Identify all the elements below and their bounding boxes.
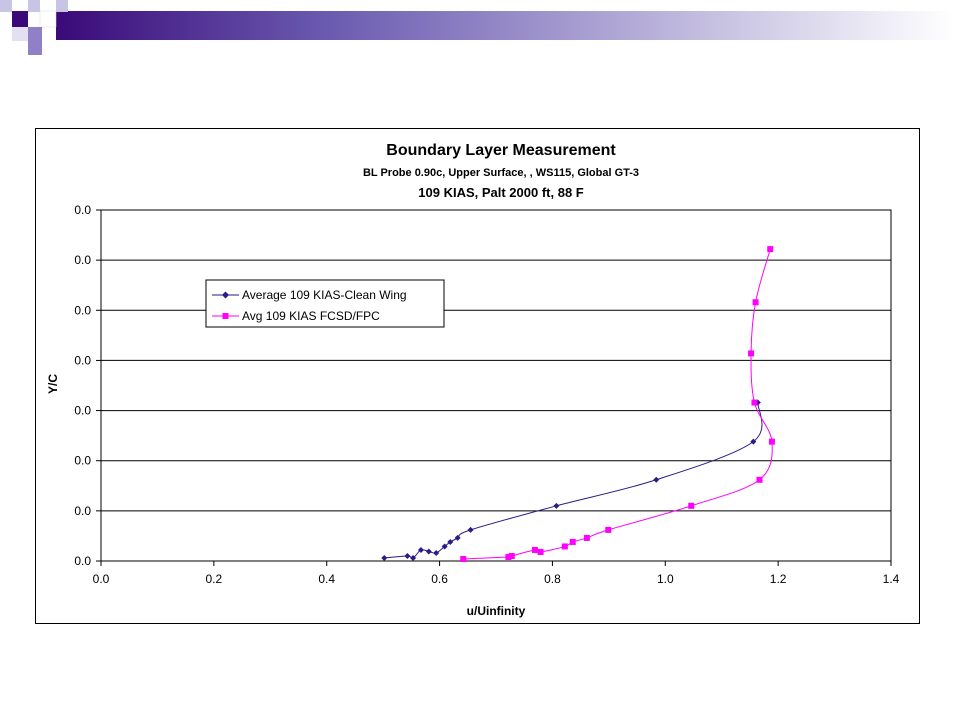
data-point-square [537, 548, 544, 555]
y-tick-label: 0.0 [74, 554, 91, 568]
legend-marker-diamond [222, 291, 229, 299]
plot-area [100, 209, 892, 562]
data-point-square [569, 538, 576, 545]
data-point-square [752, 299, 759, 306]
data-point-diamond [553, 502, 560, 509]
x-tick-label: 0.8 [544, 572, 561, 586]
banner-gradient-bar [56, 11, 954, 40]
data-point-square [583, 534, 590, 541]
data-point-diamond [404, 552, 411, 559]
banner-square [28, 0, 40, 12]
banner-square [39, 10, 57, 28]
banner-square [12, 11, 28, 27]
data-point-diamond [467, 526, 474, 533]
data-point-square [561, 543, 568, 550]
series-line [463, 248, 773, 560]
y-tick-label: 0.0 [74, 303, 91, 317]
slide-header-banner [0, 0, 954, 55]
legend-entry-fcsd-fpc: Avg 109 KIAS FCSD/FPC [212, 309, 380, 323]
y-tick-label: 0.0 [74, 404, 91, 418]
data-point-diamond [441, 543, 448, 550]
data-point-square [531, 546, 538, 553]
legend-label-fcsd-fpc: Avg 109 KIAS FCSD/FPC [242, 309, 380, 323]
x-tick-label: 0.0 [93, 572, 110, 586]
data-point-diamond [454, 534, 461, 541]
data-point-square [767, 246, 774, 253]
data-point-square [768, 438, 775, 445]
banner-square [28, 41, 42, 55]
y-tick-label: 0.0 [74, 454, 91, 468]
x-axis-label: u/Uinfinity [467, 604, 526, 618]
legend-entry-clean-wing: Average 109 KIAS-Clean Wing [212, 288, 407, 302]
data-point-square [605, 526, 612, 533]
data-point-square [751, 399, 758, 406]
x-tick-label: 0.2 [206, 572, 223, 586]
data-point-diamond [653, 476, 660, 483]
data-point-square [505, 553, 512, 560]
chart-frame: Boundary Layer Measurement BL Probe 0.90… [35, 128, 920, 624]
x-tick-label: 1.4 [883, 572, 900, 586]
x-axis-ticks: 0.0 0.2 0.4 0.6 0.8 1.0 1.2 1.4 [93, 561, 900, 586]
y-axis-label: Y/C [46, 374, 60, 394]
legend: Average 109 KIAS-Clean Wing Avg 109 KIAS… [205, 279, 445, 328]
data-point-diamond [410, 554, 417, 561]
legend-label-clean-wing: Average 109 KIAS-Clean Wing [242, 288, 407, 302]
data-point-diamond [447, 538, 454, 545]
data-point-diamond [425, 548, 432, 555]
chart-subtitle: BL Probe 0.90c, Upper Surface, , WS115, … [363, 167, 639, 179]
data-point-square [748, 350, 755, 357]
x-tick-label: 1.0 [657, 572, 674, 586]
y-axis-ticks: 0.0 0.0 0.0 0.0 0.0 0.0 0.0 0.0 [74, 203, 101, 568]
series-layer [381, 246, 775, 562]
banner-square [28, 27, 42, 41]
boundary-layer-chart: Boundary Layer Measurement BL Probe 0.90… [46, 142, 900, 618]
x-tick-label: 0.6 [431, 572, 448, 586]
chart-title: Boundary Layer Measurement [386, 142, 616, 159]
y-tick-label: 0.0 [74, 504, 91, 518]
banner-square [56, 0, 68, 12]
y-tick-label: 0.0 [74, 203, 91, 217]
x-tick-label: 1.2 [770, 572, 787, 586]
data-point-square [756, 476, 763, 483]
data-point-diamond [433, 549, 440, 556]
banner-square [12, 27, 28, 41]
banner-square [0, 0, 12, 12]
legend-marker-square [222, 313, 229, 319]
data-point-square [688, 502, 695, 509]
y-tick-label: 0.0 [74, 353, 91, 367]
data-point-square [460, 555, 467, 562]
y-tick-label: 0.0 [74, 253, 91, 267]
legend-box [205, 279, 445, 328]
data-point-diamond [381, 554, 388, 561]
series-line [384, 402, 763, 559]
chart-subtitle-conditions: 109 KIAS, Palt 2000 ft, 88 F [418, 185, 584, 200]
data-point-diamond [417, 546, 424, 553]
data-point-square [508, 552, 515, 559]
series-1 [381, 399, 763, 561]
series-2 [460, 246, 775, 562]
x-tick-label: 0.4 [318, 572, 335, 586]
data-point-diamond [750, 438, 757, 445]
